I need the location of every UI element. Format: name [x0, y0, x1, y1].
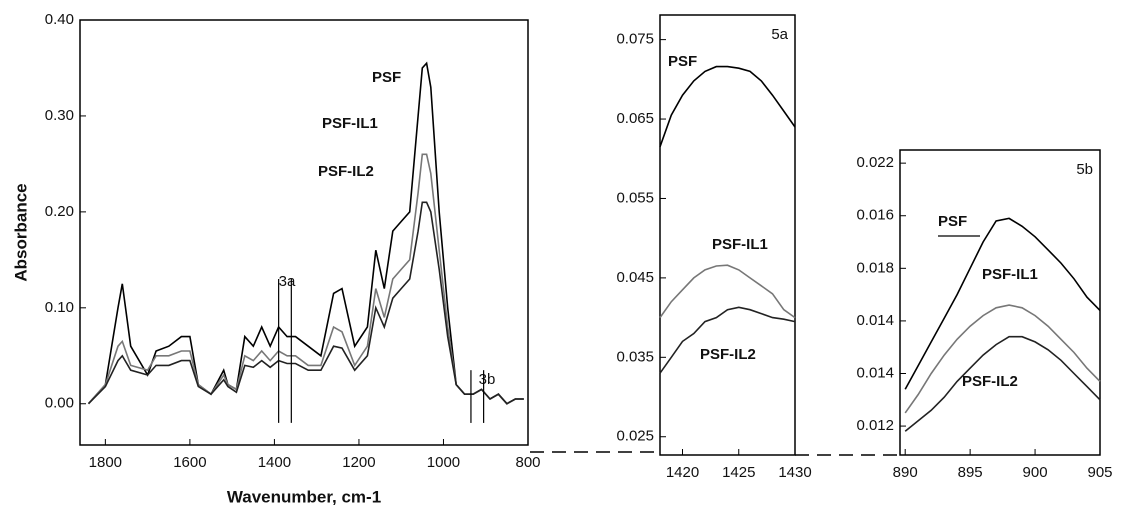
series-label: PSF: [372, 69, 401, 86]
y-tick-label: 0.035: [616, 348, 654, 365]
x-tick-label: 1420: [666, 464, 699, 481]
y-tick-label: 0.012: [856, 417, 894, 434]
series-line: [659, 65, 796, 148]
plot-frame: [79, 19, 529, 446]
y-tick-label: 0.018: [856, 259, 894, 276]
annotation: 5a: [771, 26, 788, 43]
x-tick-label: 1425: [722, 464, 755, 481]
y-tick-label: 0.055: [616, 189, 654, 206]
y-tick-label: 0.065: [616, 110, 654, 127]
series-line: [87, 61, 524, 405]
series-line: [87, 201, 524, 405]
plot-frame: [659, 14, 796, 456]
x-tick-label: 1200: [342, 454, 375, 471]
series-label: PSF: [668, 53, 697, 70]
y-tick-label: 0.016: [856, 207, 894, 224]
y-tick-label: 0.075: [616, 31, 654, 48]
x-tick-label: 1430: [778, 464, 811, 481]
y-tick-label: 0.40: [45, 11, 74, 28]
x-tick-label: 1800: [89, 454, 122, 471]
series-line: [659, 306, 796, 374]
series-label: PSF-IL1: [982, 266, 1038, 283]
series-label: PSF-IL2: [962, 373, 1018, 390]
series-label: PSF: [938, 213, 967, 230]
x-tick-label: 895: [958, 464, 983, 481]
y-tick-label: 0.10: [45, 299, 74, 316]
x-tick-label: 900: [1023, 464, 1048, 481]
x-tick-label: 890: [893, 464, 918, 481]
series-label: PSF-IL1: [712, 236, 768, 253]
series-line: [904, 217, 1101, 390]
series-line: [87, 153, 524, 405]
y-tick-label: 0.20: [45, 203, 74, 220]
x-axis-title: Wavenumber, cm-1: [227, 487, 381, 506]
y-axis-title: Absorbance: [11, 183, 30, 281]
x-tick-label: 800: [515, 454, 540, 471]
series-label: PSF-IL2: [700, 346, 756, 363]
series-label: PSF-IL1: [322, 115, 378, 132]
x-tick-label: 1400: [258, 454, 291, 471]
annotation: 5b: [1076, 161, 1093, 178]
x-tick-label: 1600: [173, 454, 206, 471]
y-tick-label: 0.045: [616, 269, 654, 286]
plot-frame: [899, 149, 1101, 456]
y-tick-label: 0.022: [856, 154, 894, 171]
y-tick-label: 0.014: [856, 364, 894, 381]
y-tick-label: 0.025: [616, 428, 654, 445]
y-tick-label: 0.30: [45, 107, 74, 124]
series-label: PSF-IL2: [318, 163, 374, 180]
series-line: [904, 304, 1101, 414]
y-tick-label: 0.014: [856, 312, 894, 329]
series-line: [904, 335, 1101, 432]
y-tick-label: 0.00: [45, 395, 74, 412]
x-tick-label: 905: [1087, 464, 1112, 481]
annotation: 3b: [479, 371, 496, 388]
annotation: 3a: [279, 273, 296, 290]
x-tick-label: 1000: [427, 454, 460, 471]
series-line: [659, 264, 796, 319]
